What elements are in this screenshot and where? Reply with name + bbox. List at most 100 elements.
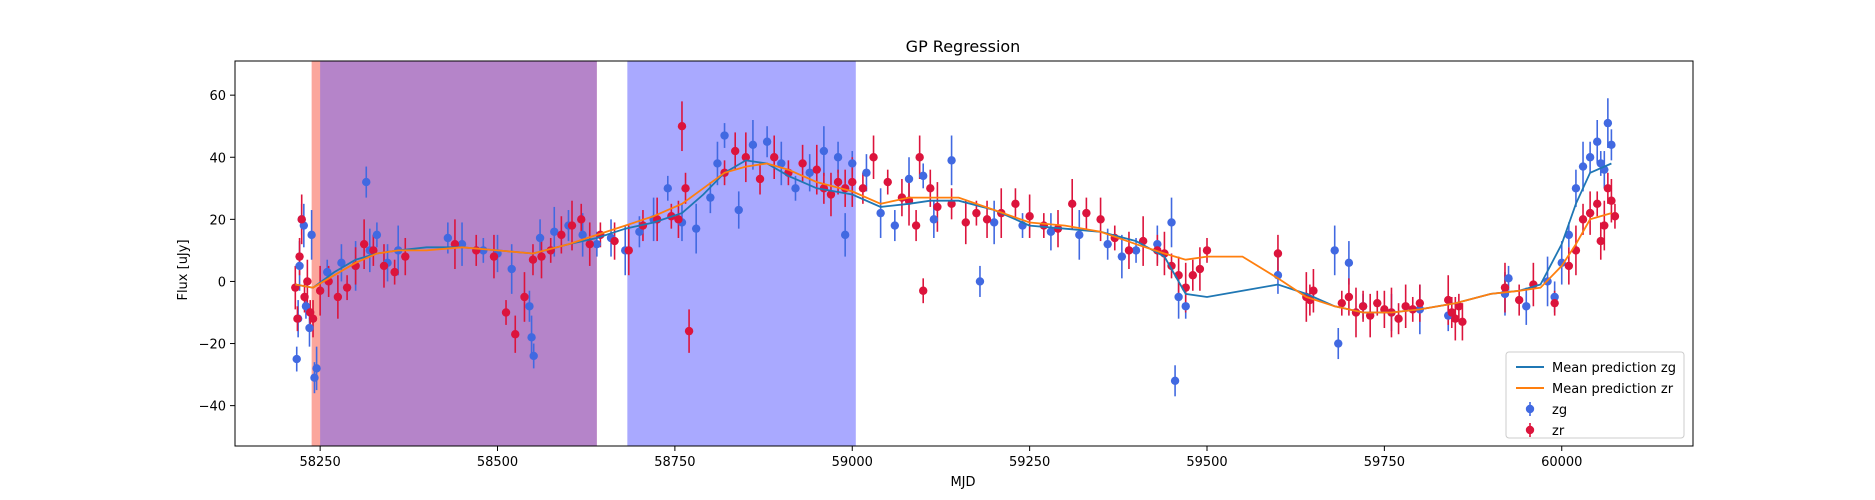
x-tick-label: 58250 [299, 455, 340, 470]
point-zr [730, 146, 740, 156]
point-zg [1564, 230, 1574, 240]
point-zg [862, 168, 871, 177]
legend-marker-swatch [1525, 404, 1535, 414]
point-zr [1067, 199, 1077, 209]
point-zg [301, 302, 311, 311]
point-zg [762, 137, 772, 146]
point-zg [805, 168, 814, 177]
point-zr [972, 208, 981, 218]
point-zg [706, 193, 715, 202]
point-zg [1550, 292, 1559, 302]
x-tick-label: 60000 [1541, 455, 1582, 470]
x-tick-label: 59750 [1364, 455, 1405, 470]
y-tick-label: −20 [199, 338, 226, 353]
legend-box [1505, 351, 1685, 439]
point-zr [1273, 249, 1283, 258]
chart-title: GP Regression [906, 37, 1021, 56]
y-tick-label: 0 [218, 275, 226, 290]
point-zr [501, 308, 511, 317]
point-zr [1011, 199, 1020, 209]
point-zr [1124, 246, 1134, 255]
point-zr [1309, 286, 1318, 295]
point-zg [323, 267, 332, 277]
point-zg [1593, 137, 1602, 146]
plot-area [291, 61, 1620, 446]
point-zr [915, 153, 924, 162]
y-tick-label: −40 [199, 400, 226, 415]
point-zr [1514, 295, 1524, 305]
point-zr [858, 184, 868, 193]
legend-marker-swatch [1525, 425, 1535, 435]
point-zr [848, 177, 857, 187]
point-zr [1096, 215, 1105, 224]
point-zg [1330, 246, 1339, 255]
point-zg [1181, 302, 1190, 311]
point-zg [1522, 302, 1531, 311]
point-zg [295, 261, 304, 271]
point-zg [507, 264, 516, 274]
point-zr [1600, 221, 1609, 230]
point-zg [890, 221, 900, 230]
legend-label: zg [1552, 403, 1567, 418]
point-zg [1344, 258, 1354, 268]
point-zr [1380, 305, 1389, 314]
point-zr [1593, 199, 1602, 209]
point-zr [1607, 196, 1616, 205]
point-zr [577, 215, 586, 224]
point-zr [359, 239, 369, 249]
x-axis-label: MJD [950, 475, 975, 490]
point-zr [610, 236, 619, 246]
point-zg [310, 373, 319, 382]
point-zg [525, 302, 534, 311]
point-zr [919, 286, 928, 295]
point-zg [848, 159, 857, 168]
point-zg [307, 230, 316, 240]
point-zr [1444, 295, 1453, 305]
point-zr [1458, 317, 1467, 327]
y-tick-label: 20 [209, 213, 226, 228]
point-zr [1401, 302, 1410, 311]
point-zr [1610, 212, 1620, 221]
point-zr [333, 292, 343, 302]
point-zr [303, 277, 312, 286]
y-tick-label: 40 [209, 151, 226, 166]
point-zg [529, 351, 538, 361]
point-zg [578, 230, 587, 240]
point-zg [457, 239, 467, 249]
point-zr [982, 215, 992, 224]
point-zr [379, 261, 389, 271]
point-zg [904, 174, 914, 184]
legend: Mean prediction zg Mean prediction zr zg zr [1505, 351, 1685, 439]
point-zg [1131, 246, 1141, 255]
shaded-region-1 [320, 61, 597, 446]
point-zr [300, 292, 309, 302]
y-axis: −40 −20 0 20 40 60 [199, 89, 235, 415]
point-zr [511, 330, 520, 339]
point-zr [1454, 302, 1464, 311]
point-zr [1202, 246, 1212, 255]
point-zg [691, 224, 701, 233]
point-zg [929, 215, 939, 224]
point-zg [1334, 339, 1343, 348]
point-zg [1075, 230, 1084, 240]
shaded-region-2 [627, 61, 856, 446]
point-zr [798, 159, 807, 168]
point-zr [1337, 298, 1347, 308]
point-zg [734, 205, 743, 215]
legend-label: Mean prediction zr [1552, 382, 1674, 397]
point-zr [1365, 311, 1375, 320]
point-zr [933, 202, 942, 212]
point-zr [755, 174, 765, 184]
point-zr [315, 286, 325, 295]
point-zr [520, 292, 529, 302]
point-zr [450, 239, 460, 249]
point-zg [550, 227, 559, 236]
point-zr [390, 267, 399, 277]
point-zg [592, 239, 602, 249]
point-zr [293, 314, 302, 323]
x-tick-label: 59500 [1186, 455, 1227, 470]
point-zr [567, 221, 577, 230]
point-zg [1046, 227, 1056, 236]
point-zg [840, 230, 850, 240]
